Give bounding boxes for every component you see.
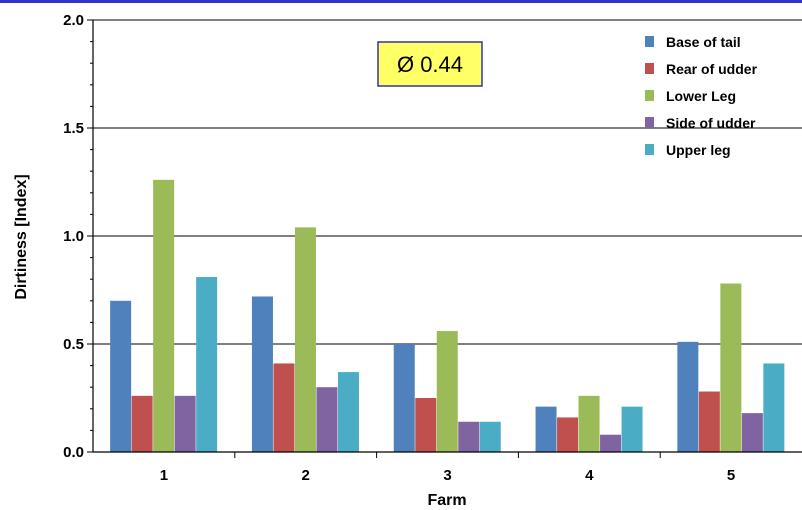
bar-upper-leg-farm-5 (763, 363, 785, 452)
bar-side-of-udder-farm-4 (600, 434, 622, 452)
legend-label: Side of udder (666, 115, 756, 131)
bar-base-of-tail-farm-3 (393, 344, 415, 452)
bar-lower-leg-farm-1 (153, 179, 175, 452)
bar-lower-leg-farm-3 (436, 331, 458, 452)
bar-upper-leg-farm-2 (337, 372, 359, 452)
bar-base-of-tail-farm-2 (251, 296, 273, 452)
bar-rear-of-udder-farm-2 (273, 363, 295, 452)
annotation-box: Ø 0.44 (377, 41, 483, 87)
y-tick-label: 1.5 (63, 120, 84, 137)
x-axis-title: Farm (427, 492, 466, 509)
x-tick-label: 1 (160, 467, 168, 484)
y-tick-label: 0.0 (63, 444, 84, 461)
y-tick-label: 0.5 (63, 336, 84, 353)
axes (87, 19, 802, 458)
bar-lower-leg-farm-2 (294, 227, 316, 452)
bar-upper-leg-farm-3 (479, 421, 501, 452)
bar-base-of-tail-farm-4 (535, 406, 557, 452)
legend: Base of tail Rear of udder Lower Leg Side o… (645, 34, 758, 158)
legend-label: Upper leg (666, 142, 731, 158)
y-axis-title: Dirtiness [Index] (13, 174, 30, 299)
bar-base-of-tail-farm-1 (110, 300, 132, 452)
legend-swatch (645, 144, 654, 155)
bar-upper-leg-farm-4 (621, 406, 643, 452)
y-tick-label: 1.0 (63, 228, 84, 245)
annotation-background (377, 41, 483, 87)
annotation-text: Ø 0.44 (397, 52, 463, 77)
bar-upper-leg-farm-1 (196, 277, 218, 452)
legend-swatch (645, 117, 654, 128)
bar-side-of-udder-farm-1 (174, 395, 196, 452)
bar-base-of-tail-farm-5 (677, 341, 699, 452)
x-tick-label: 4 (585, 467, 594, 484)
legend-label: Base of tail (666, 34, 741, 50)
legend-label: Lower Leg (666, 88, 736, 104)
legend-swatch (645, 36, 654, 47)
legend-label: Rear of udder (666, 61, 758, 77)
bar-side-of-udder-farm-2 (316, 387, 338, 452)
x-tick-label: 5 (727, 467, 735, 484)
x-tick-label: 3 (443, 467, 451, 484)
y-tick-labels: 0.0 0.5 1.0 1.5 2.0 (63, 12, 84, 461)
bar-side-of-udder-farm-5 (741, 413, 763, 452)
x-tick-label: 2 (302, 467, 310, 484)
y-tick-label: 2.0 (63, 12, 84, 29)
bar-side-of-udder-farm-3 (458, 421, 480, 452)
legend-swatch (645, 90, 654, 101)
bar-rear-of-udder-farm-1 (131, 395, 153, 452)
bar-lower-leg-farm-5 (720, 283, 742, 452)
bar-lower-leg-farm-4 (578, 395, 600, 452)
legend-swatch (645, 63, 654, 74)
bar-rear-of-udder-farm-4 (557, 417, 579, 452)
bar-rear-of-udder-farm-5 (698, 391, 720, 452)
bars (110, 179, 785, 452)
x-tick-labels: 1 2 3 4 5 (160, 467, 736, 484)
bar-rear-of-udder-farm-3 (415, 398, 437, 452)
